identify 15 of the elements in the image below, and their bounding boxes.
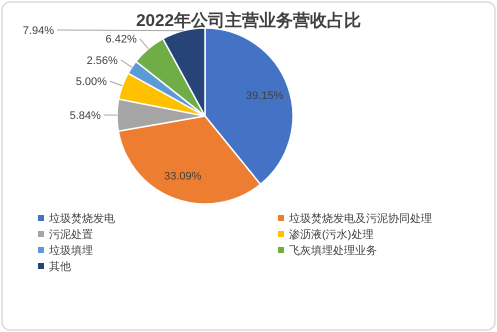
legend-label: 垃圾焚烧发电及污泥协同处理: [288, 212, 432, 225]
legend-label: 垃圾填埋: [48, 244, 93, 257]
data-label: 5.84%: [70, 110, 102, 122]
legend-label: 垃圾焚烧发电: [48, 212, 115, 225]
data-label: 6.42%: [106, 34, 137, 46]
legend-label: 其他: [49, 260, 71, 273]
data-label: 7.94%: [22, 25, 54, 37]
legend-label: 飞灰填埋处理业务: [289, 244, 377, 257]
chart-title: 2022年公司主营业务营收占比: [136, 11, 361, 30]
data-label: 39.15%: [246, 90, 284, 102]
legend-label: 污泥处置: [49, 228, 93, 241]
data-label: 5.00%: [76, 76, 108, 88]
data-label: 33.09%: [164, 170, 202, 182]
data-label: 2.56%: [86, 54, 118, 67]
legend-label: 渗沥液(污水)处理: [289, 228, 374, 241]
